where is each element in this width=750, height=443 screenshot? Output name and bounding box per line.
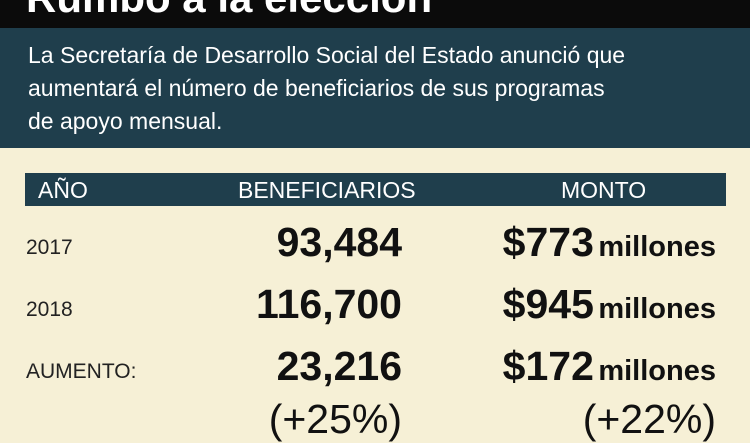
monto-amount: $773 [502, 219, 594, 265]
monto: $945 millones [503, 281, 716, 328]
title-bar: Rumbo a la elección [0, 0, 750, 28]
column-header: MONTO [561, 177, 647, 203]
beneficiarios: 23,216 [276, 343, 402, 389]
intro-text: de apoyo mensual. [28, 108, 223, 134]
monto-unit: millones [598, 355, 716, 387]
intro-text: La Secretaría de Desarrollo Social del E… [28, 42, 626, 68]
beneficiarios: 116,700 [256, 281, 402, 327]
beneficiarios-change: (+25%) [268, 396, 402, 442]
table-header [25, 173, 726, 206]
monto-amount: $172 [502, 343, 594, 389]
title: Rumbo a la elección [26, 0, 432, 22]
row-label: 2018 [26, 298, 73, 321]
column-header: BENEFICIARIOS [238, 177, 416, 203]
intro-panel: La Secretaría de Desarrollo Social del E… [0, 28, 750, 148]
monto-change: (+22%) [582, 396, 716, 442]
monto-amount: $945 [502, 281, 594, 327]
row-label: AUMENTO: [26, 360, 137, 383]
column-header: AÑO [38, 177, 88, 203]
monto-unit: millones [598, 293, 716, 325]
intro-text: aumentará el número de beneficiarios de … [28, 75, 605, 101]
row-label: 2017 [26, 236, 73, 259]
monto: $172 millones [503, 343, 716, 390]
beneficiarios: 93,484 [276, 219, 402, 265]
monto-unit: millones [598, 231, 716, 263]
monto: $773 millones [503, 219, 716, 266]
